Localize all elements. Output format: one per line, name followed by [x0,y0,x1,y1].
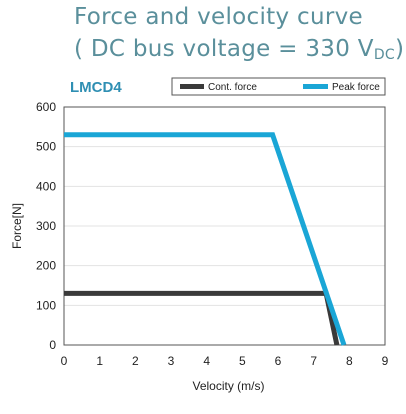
legend-cont-label: Cont. force [208,82,257,93]
series-layer [64,132,347,346]
y-tick-300: 300 [36,219,56,233]
x-tick-8: 8 [346,354,353,368]
x-tick-7: 7 [310,354,317,368]
x-tick-3: 3 [168,354,175,368]
cont-force-line [64,290,340,346]
x-tick-4: 4 [203,354,210,368]
x-tick-labels: 0 1 2 3 4 5 6 7 8 9 [61,354,389,368]
legend: Cont. force Peak force [171,77,386,96]
model-label: LMCD4 [70,79,122,96]
y-tick-600: 600 [36,100,56,114]
title-prefix: ( DC bus voltage = 330 V [74,36,374,62]
title-subscript: DC [373,47,395,63]
title-suffix: ) [394,36,405,62]
x-tick-5: 5 [239,354,246,368]
chart-title-line1: Force and velocity curve [74,4,363,30]
plot-frame [63,106,386,346]
y-tick-500: 500 [36,140,56,154]
x-tick-0: 0 [61,354,68,368]
y-tick-labels: 0 100 200 300 400 500 600 [36,100,56,352]
peak-force-line [64,132,347,346]
legend-peak-label: Peak force [332,82,380,93]
x-tick-9: 9 [382,354,389,368]
x-tick-2: 2 [132,354,139,368]
chart-title-line2: ( DC bus voltage = 330 VDC) [74,36,405,63]
legend-box [171,77,386,96]
x-tick-6: 6 [275,354,282,368]
grid-lines [64,106,385,346]
y-tick-0: 0 [49,338,56,352]
y-axis-label: Force[N] [10,203,24,249]
y-tick-100: 100 [36,298,56,312]
x-axis-label: Velocity (m/s) [192,379,264,393]
x-tick-1: 1 [96,354,103,368]
y-tick-200: 200 [36,259,56,273]
y-tick-400: 400 [36,179,56,193]
